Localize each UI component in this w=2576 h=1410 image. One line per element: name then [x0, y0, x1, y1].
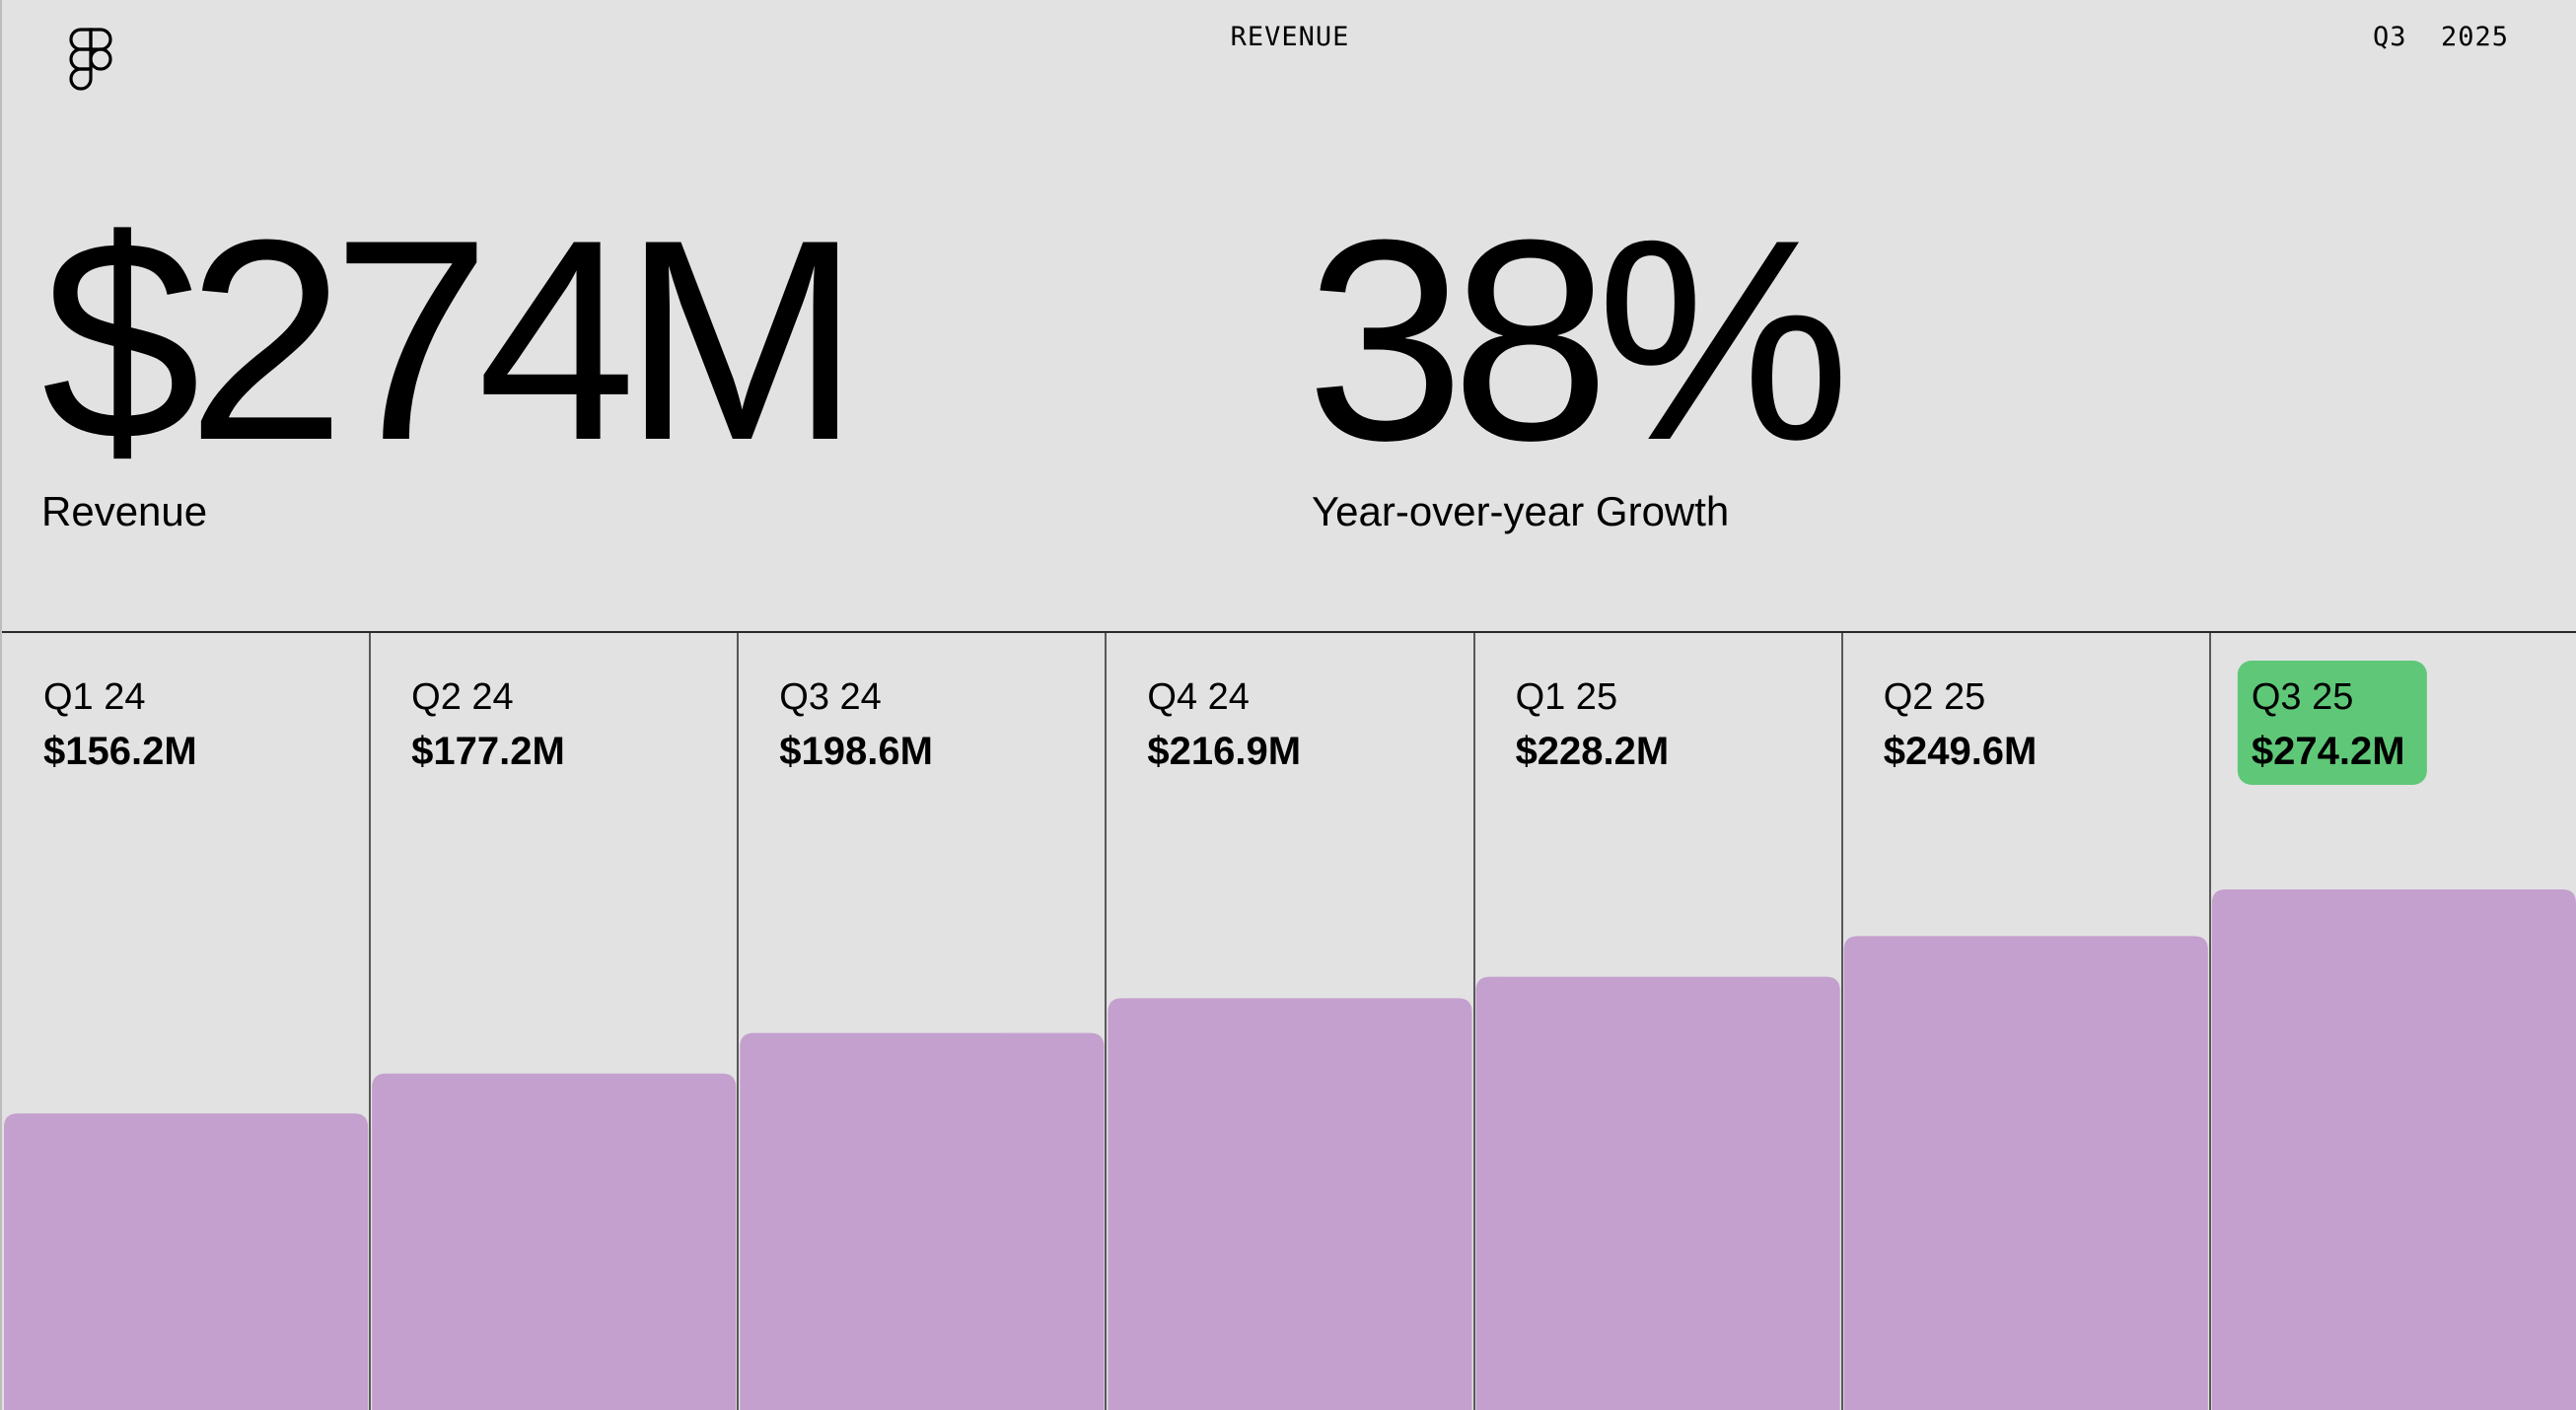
- category-label: Q2 24: [411, 676, 514, 718]
- growth-value: 38%: [1306, 180, 1850, 500]
- category-label: Q2 25: [1884, 676, 1986, 718]
- value-label: $216.9M: [1147, 730, 1301, 773]
- value-label: $198.6M: [779, 730, 933, 773]
- bar-q1-25: [1475, 976, 1840, 1410]
- category-label: Q1 24: [43, 676, 146, 718]
- growth-label: Year-over-year Growth: [1312, 488, 1730, 534]
- value-label: $249.6M: [1884, 730, 2038, 773]
- section-divider: [2, 631, 2576, 633]
- value-label: $177.2M: [411, 730, 565, 773]
- category-label: Q3 25: [2252, 676, 2354, 718]
- page-title: REVENUE: [1230, 22, 1350, 52]
- category-label: Q3 24: [779, 676, 882, 718]
- revenue-label: Revenue: [41, 488, 208, 534]
- value-label: $228.2M: [1516, 730, 1670, 773]
- bar-q2-24: [372, 1073, 737, 1410]
- category-label: Q4 24: [1147, 676, 1250, 718]
- revenue-bar-chart: Q1 24 $156.2M Q2 24 $177.2M Q3 24 $198.6M Q4 2…: [4, 633, 2576, 1410]
- value-label: $156.2M: [43, 730, 197, 773]
- bar-q1-24: [4, 1113, 369, 1410]
- category-label: Q1 25: [1516, 676, 1618, 718]
- bar-q2-25: [1843, 936, 2208, 1410]
- period-label: Q3 2025: [2372, 22, 2509, 52]
- highlight-badge: [2237, 661, 2427, 785]
- revenue-value: $274M: [41, 180, 861, 500]
- figma-logo-icon: [69, 28, 112, 91]
- bar-q3-24: [740, 1032, 1105, 1410]
- bar-q4-24: [1108, 998, 1472, 1410]
- bar-q3-25: [2211, 889, 2576, 1410]
- value-label: $274.2M: [2252, 730, 2405, 773]
